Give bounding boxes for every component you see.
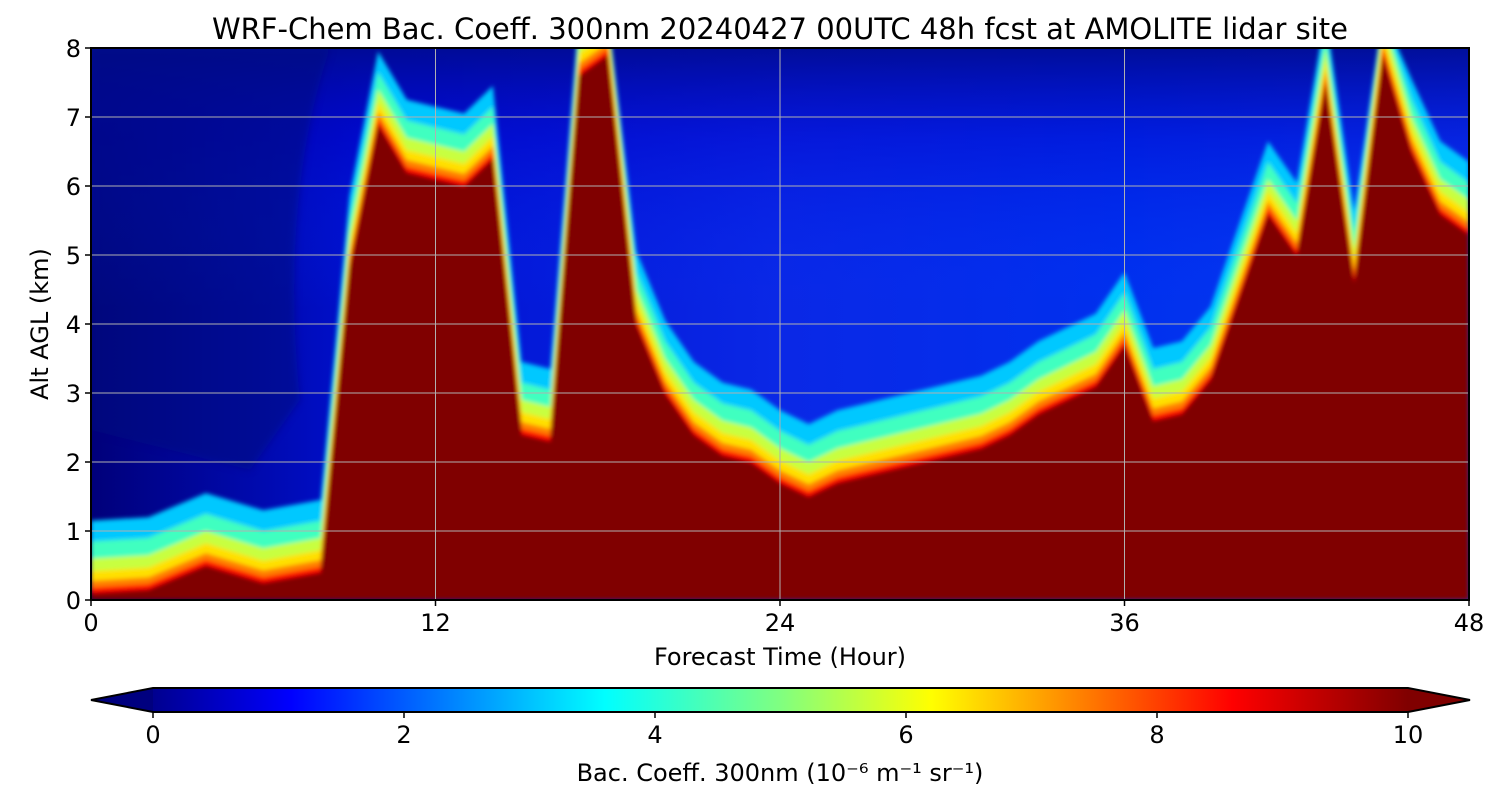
colorbar-tick-label: 6 bbox=[898, 721, 913, 749]
colorbar-gradient bbox=[153, 688, 1408, 712]
y-tick-label: 0 bbox=[66, 587, 81, 615]
x-tick-label: 36 bbox=[1109, 609, 1140, 637]
y-tick-label: 5 bbox=[66, 242, 81, 270]
y-tick-label: 7 bbox=[66, 104, 81, 132]
colorbar-tick-label: 2 bbox=[396, 721, 411, 749]
colorbar-ticks: 0 2 4 6 8 10 bbox=[145, 712, 1423, 749]
x-tick-label: 12 bbox=[420, 609, 451, 637]
y-tick-label: 4 bbox=[66, 311, 81, 339]
x-axis-ticks: 0 12 24 36 48 bbox=[83, 600, 1484, 637]
x-tick-label: 24 bbox=[765, 609, 796, 637]
y-tick-label: 6 bbox=[66, 173, 81, 201]
y-tick-label: 2 bbox=[66, 449, 81, 477]
y-axis-label: Alt AGL (km) bbox=[26, 248, 54, 400]
y-tick-label: 3 bbox=[66, 380, 81, 408]
x-axis-label: Forecast Time (Hour) bbox=[654, 643, 906, 671]
colorbar-tick-label: 10 bbox=[1393, 721, 1424, 749]
colorbar-tick-label: 4 bbox=[647, 721, 662, 749]
x-tick-label: 48 bbox=[1454, 609, 1485, 637]
colorbar-extend-max bbox=[1408, 688, 1470, 712]
y-tick-label: 8 bbox=[66, 35, 81, 63]
colorbar-label: Bac. Coeff. 300nm (10⁻⁶ m⁻¹ sr⁻¹) bbox=[577, 759, 984, 787]
y-tick-label: 1 bbox=[66, 518, 81, 546]
colorbar-tick-label: 8 bbox=[1149, 721, 1164, 749]
chart-title: WRF-Chem Bac. Coeff. 300nm 20240427 00UT… bbox=[212, 12, 1348, 46]
colorbar: 0 2 4 6 8 10 Bac. Coeff. 300nm (10⁻⁶ m⁻¹ sr⁻¹… bbox=[90, 687, 1471, 787]
y-axis-ticks: 0 1 2 3 4 5 6 7 8 bbox=[66, 35, 91, 615]
colorbar-tick-label: 0 bbox=[145, 721, 160, 749]
x-tick-label: 0 bbox=[83, 609, 98, 637]
colorbar-extend-min bbox=[91, 688, 153, 712]
